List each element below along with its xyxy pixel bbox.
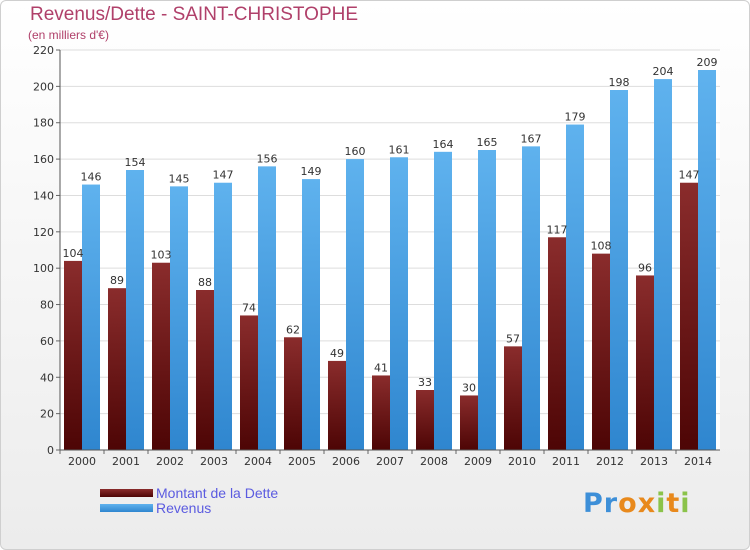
data-label-dette: 88: [198, 276, 212, 289]
y-tick-label: 140: [33, 189, 54, 202]
data-label-dette: 41: [374, 361, 388, 374]
x-tick-label: 2002: [156, 455, 184, 468]
bar-dette: [240, 315, 258, 450]
y-tick-label: 180: [33, 117, 54, 130]
data-label-dette: 96: [638, 261, 652, 274]
y-tick-label: 80: [40, 299, 54, 312]
x-tick-label: 2008: [420, 455, 448, 468]
data-label-dette: 104: [63, 247, 84, 260]
bar-revenus: [566, 124, 584, 450]
data-label-revenus: 149: [301, 165, 322, 178]
data-label-dette: 108: [591, 240, 612, 253]
bar-revenus: [434, 151, 452, 450]
data-label-revenus: 156: [257, 152, 278, 165]
bar-revenus: [610, 90, 628, 450]
bar-dette: [504, 346, 522, 450]
bar-revenus: [522, 146, 540, 450]
legend-swatch-dette: [100, 489, 153, 497]
bar-revenus: [214, 182, 232, 450]
y-tick-label: 160: [33, 153, 54, 166]
x-tick-label: 2014: [684, 455, 712, 468]
legend-label-revenus: Revenus: [156, 500, 212, 516]
bar-revenus: [302, 179, 320, 450]
y-tick-label: 0: [47, 444, 54, 457]
data-label-revenus: 165: [477, 136, 498, 149]
y-tick-label: 220: [33, 44, 54, 57]
bar-dette: [372, 375, 390, 450]
x-tick-label: 2000: [68, 455, 96, 468]
data-label-revenus: 164: [433, 138, 454, 151]
chart-subtitle: (en milliers d'€): [28, 28, 109, 42]
bar-dette: [152, 262, 170, 450]
data-label-revenus: 160: [345, 145, 366, 158]
data-label-revenus: 161: [389, 143, 410, 156]
bar-revenus: [82, 184, 100, 450]
x-tick-label: 2011: [552, 455, 580, 468]
x-tick-label: 2001: [112, 455, 140, 468]
data-label-dette: 147: [679, 169, 700, 182]
data-label-dette: 49: [330, 347, 344, 360]
x-tick-label: 2004: [244, 455, 272, 468]
y-tick-label: 100: [33, 262, 54, 275]
data-label-revenus: 154: [125, 156, 146, 169]
x-tick-label: 2009: [464, 455, 492, 468]
bar-revenus: [390, 157, 408, 451]
bar-dette: [328, 360, 346, 450]
bar-dette: [460, 395, 478, 450]
data-label-dette: 117: [547, 223, 568, 236]
data-label-dette: 89: [110, 274, 124, 287]
data-label-revenus: 179: [565, 111, 586, 124]
data-label-revenus: 198: [609, 76, 630, 89]
data-label-dette: 62: [286, 323, 300, 336]
bar-revenus: [126, 170, 144, 450]
legend-label-dette: Montant de la Dette: [156, 485, 279, 501]
proxiti-logo: Proxiti: [583, 488, 691, 519]
bar-dette: [416, 390, 434, 450]
x-tick-label: 2003: [200, 455, 228, 468]
data-label-dette: 57: [506, 332, 520, 345]
bar-revenus: [346, 159, 364, 450]
bar-dette: [680, 182, 698, 450]
data-label-revenus: 145: [169, 172, 190, 185]
data-label-dette: 33: [418, 376, 432, 389]
bar-revenus: [698, 70, 716, 450]
y-tick-label: 200: [33, 80, 54, 93]
bar-revenus: [654, 79, 672, 450]
x-tick-label: 2005: [288, 455, 316, 468]
bar-revenus: [170, 186, 188, 450]
data-label-revenus: 146: [81, 171, 102, 184]
y-tick-label: 40: [40, 371, 54, 384]
bar-dette: [64, 260, 82, 450]
data-label-revenus: 147: [213, 169, 234, 182]
y-tick-label: 120: [33, 226, 54, 239]
x-tick-label: 2010: [508, 455, 536, 468]
bar-dette: [636, 275, 654, 450]
bar-revenus: [258, 166, 276, 450]
x-tick-label: 2006: [332, 455, 360, 468]
legend-swatch-revenus: [100, 504, 153, 512]
y-tick-label: 60: [40, 335, 54, 348]
chart-title: Revenus/Dette - SAINT-CHRISTOPHE: [30, 4, 359, 25]
x-tick-label: 2013: [640, 455, 668, 468]
y-tick-label: 20: [40, 408, 54, 421]
bar-dette: [108, 288, 126, 450]
bar-revenus: [478, 150, 496, 450]
bar-dette: [592, 253, 610, 450]
x-tick-label: 2007: [376, 455, 404, 468]
data-label-revenus: 209: [697, 56, 718, 69]
data-label-dette: 74: [242, 301, 256, 314]
data-label-revenus: 167: [521, 132, 542, 145]
bar-dette: [196, 290, 214, 450]
data-label-dette: 30: [462, 381, 476, 394]
bar-dette: [284, 337, 302, 450]
data-label-dette: 103: [151, 249, 172, 262]
x-tick-label: 2012: [596, 455, 624, 468]
bar-dette: [548, 237, 566, 450]
data-label-revenus: 204: [653, 65, 674, 78]
